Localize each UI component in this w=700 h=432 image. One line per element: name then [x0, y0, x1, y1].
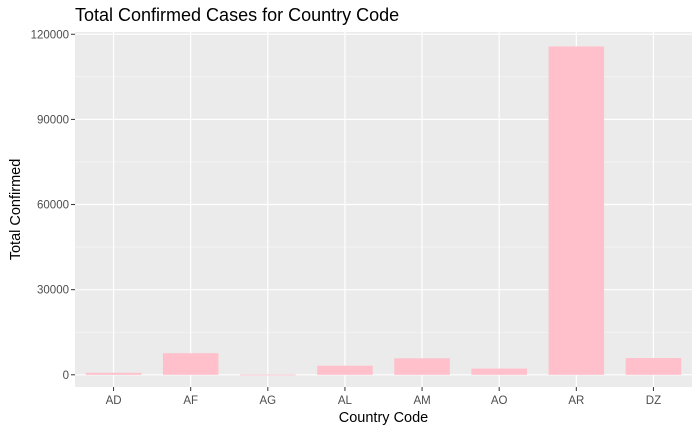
bars: [85, 46, 682, 376]
y-tick-label: 60000: [37, 200, 69, 212]
y-tick-label: 30000: [37, 285, 69, 297]
x-tick-label: DZ: [646, 395, 661, 407]
x-tick-label: AM: [413, 395, 430, 407]
y-tick-label: 90000: [37, 114, 69, 126]
bar-af: [162, 353, 219, 375]
x-tick-label: AO: [491, 395, 508, 407]
x-axis: AD AF AG AL AM AO AR DZ: [106, 387, 661, 407]
x-tick-label: AD: [106, 395, 122, 407]
chart-title: Total Confirmed Cases for Country Code: [75, 5, 400, 25]
bar-al: [317, 365, 373, 375]
y-axis: 0 30000 60000 90000 120000: [31, 29, 75, 382]
y-axis-title: Total Confirmed: [8, 159, 24, 261]
x-tick-label: AL: [338, 395, 353, 407]
x-tick-label: AG: [260, 395, 277, 407]
bar-am: [394, 358, 450, 375]
bar-ad: [85, 372, 142, 375]
x-tick-label: AF: [183, 395, 198, 407]
bar-ag: [240, 374, 296, 376]
y-tick-label: 0: [63, 370, 69, 382]
x-axis-title: Country Code: [339, 410, 428, 426]
y-tick-label: 120000: [31, 29, 69, 41]
bar-ao: [471, 368, 527, 375]
bar-dz: [625, 358, 682, 375]
bar-ar: [548, 46, 605, 375]
x-tick-label: AR: [568, 395, 584, 407]
